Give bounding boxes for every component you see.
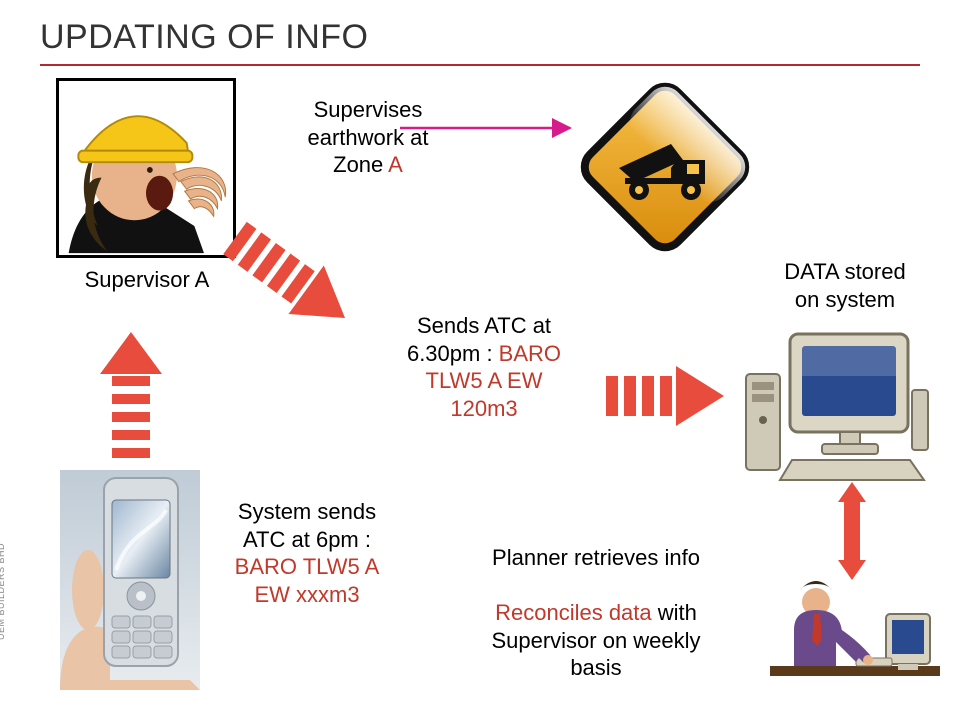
sends-atc-text: Sends ATC at 6.30pm : BARO TLW5 A EW 120… <box>384 312 584 422</box>
arrow-phone-to-supervisor <box>100 332 162 458</box>
l: Reconciles data <box>495 600 658 625</box>
computer-illustration <box>740 320 930 490</box>
slide: UPDATING OF INFO UEM BUILDERS BHD <box>0 0 960 720</box>
data-stored-text: DATA stored on system <box>760 258 930 313</box>
l: BARO TLW5 A <box>235 554 380 579</box>
l: on system <box>795 287 895 312</box>
l: EW xxxm3 <box>254 582 359 607</box>
mobile-phone-illustration <box>60 470 200 690</box>
zone-accent: A <box>388 152 403 177</box>
l: Planner retrieves info <box>492 545 700 570</box>
slide-title: UPDATING OF INFO <box>40 18 368 57</box>
l: Supervisor on weekly <box>491 628 700 653</box>
supervisor-label: Supervisor A <box>72 266 222 294</box>
l: 120m3 <box>450 396 517 421</box>
l: 6.30pm : <box>407 341 499 366</box>
system-sends-text: System sends ATC at 6pm : BARO TLW5 A EW… <box>212 498 402 608</box>
l: basis <box>570 655 621 680</box>
l: earthwork at <box>307 125 428 150</box>
planner-illustration <box>770 570 940 710</box>
side-company-label: UEM BUILDERS BHD <box>0 543 6 640</box>
arrow-supervisor-to-sends <box>217 214 362 342</box>
arrow-sends-to-computer <box>606 366 724 426</box>
supervises-text: Supervises earthwork at Zone A <box>278 96 458 179</box>
l: System sends <box>238 499 376 524</box>
l: ATC at 6pm : <box>243 527 371 552</box>
l: Supervises <box>314 97 423 122</box>
l: Zone <box>333 152 388 177</box>
truck-sign-icon <box>580 82 750 252</box>
supervisor-illustration <box>56 78 236 258</box>
l: TLW5 A EW <box>426 368 543 393</box>
l: Sends ATC at <box>417 313 551 338</box>
l: BARO <box>499 341 561 366</box>
planner-retrieves-text: Planner retrieves info Reconciles data w… <box>446 544 746 682</box>
supervisor-label-text: Supervisor A <box>85 267 210 292</box>
l: DATA stored <box>784 259 905 284</box>
l: with <box>658 600 697 625</box>
arrow-computer-planner-double <box>838 482 866 580</box>
title-rule <box>40 64 920 66</box>
